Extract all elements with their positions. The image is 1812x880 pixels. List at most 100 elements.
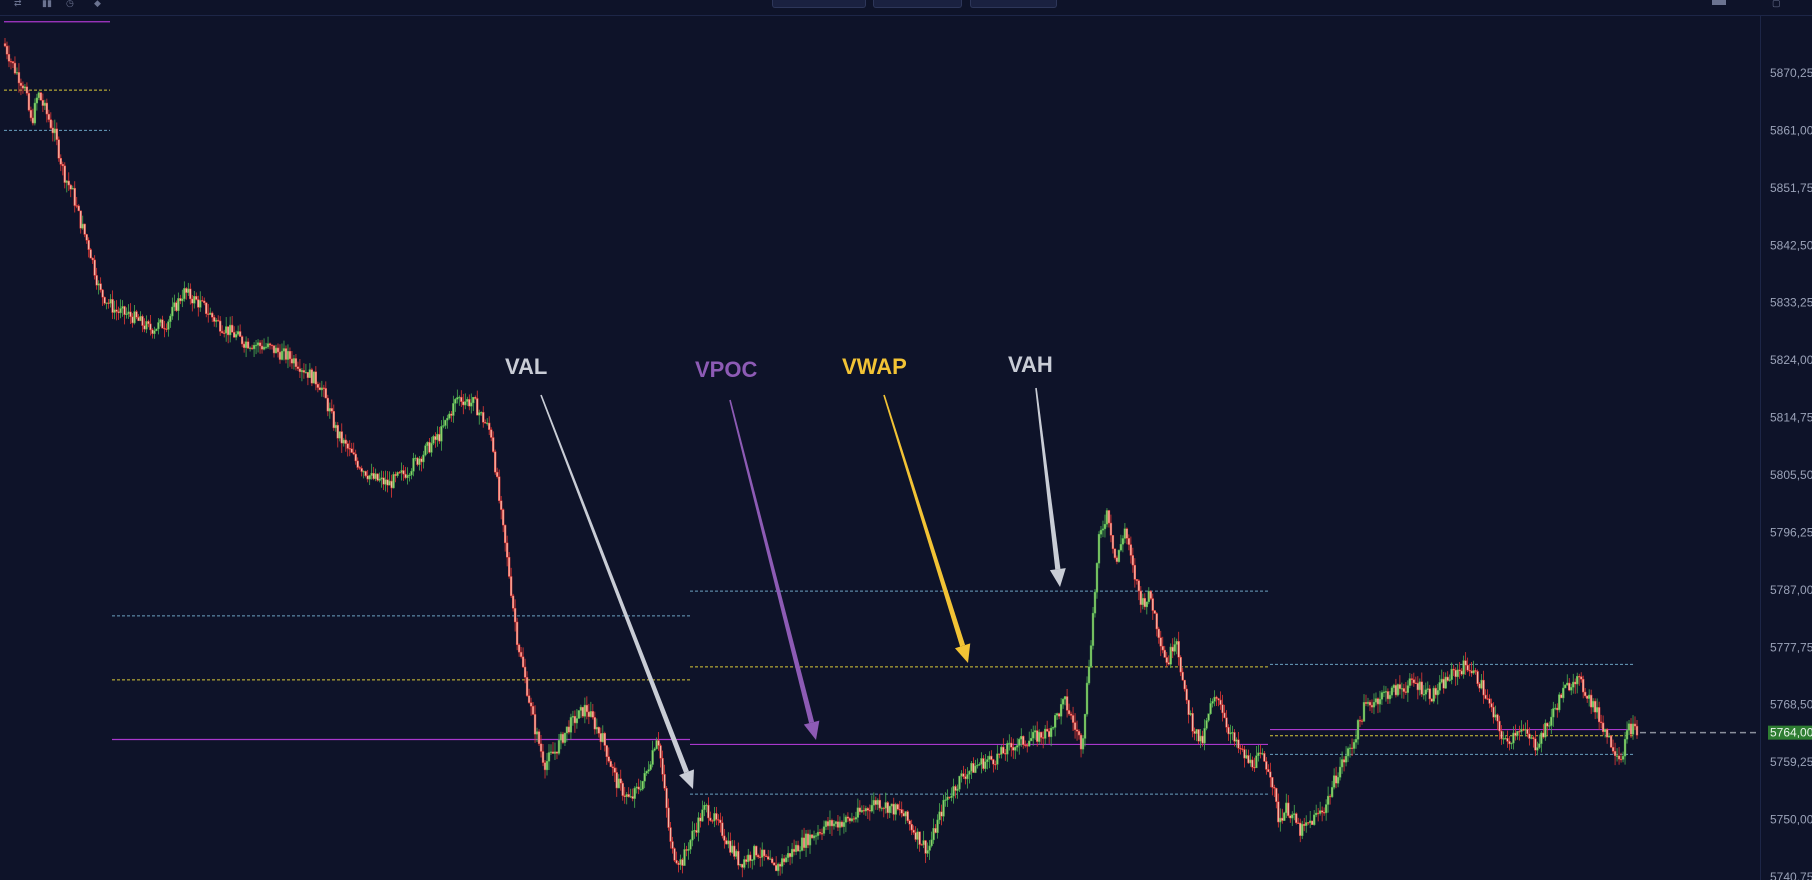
candle bbox=[203, 297, 206, 306]
candle bbox=[1307, 822, 1310, 826]
candle-body bbox=[1390, 687, 1394, 696]
candle bbox=[1442, 671, 1445, 694]
candle bbox=[159, 318, 162, 327]
candle-body bbox=[1135, 579, 1138, 581]
candle-body bbox=[1344, 755, 1348, 763]
candle-body bbox=[687, 849, 690, 851]
candle bbox=[1436, 683, 1439, 705]
candle-body bbox=[699, 817, 702, 822]
candle bbox=[326, 394, 329, 417]
candle bbox=[1528, 727, 1531, 746]
candle bbox=[1183, 679, 1186, 692]
candle-body bbox=[523, 666, 527, 678]
candle bbox=[992, 758, 995, 773]
candle-body bbox=[1354, 739, 1358, 743]
candle bbox=[1611, 739, 1615, 754]
maximize-icon[interactable]: ▢ bbox=[1772, 0, 1781, 8]
candle bbox=[444, 419, 447, 429]
candle-body bbox=[816, 831, 820, 836]
candle bbox=[549, 744, 553, 755]
candle bbox=[1008, 734, 1011, 751]
candle bbox=[1293, 804, 1296, 821]
chart-type-select[interactable] bbox=[970, 0, 1057, 8]
timeframe-select[interactable] bbox=[873, 0, 962, 8]
candle-body bbox=[914, 832, 917, 840]
candle-body bbox=[199, 300, 202, 308]
candle bbox=[1093, 588, 1097, 618]
candle-body bbox=[1588, 694, 1591, 699]
candle bbox=[659, 743, 662, 768]
candle-body bbox=[1416, 682, 1419, 691]
candle bbox=[842, 813, 846, 834]
candle-body bbox=[23, 86, 27, 89]
candle-body bbox=[765, 855, 768, 858]
candle bbox=[438, 426, 441, 444]
candle bbox=[555, 751, 559, 760]
candle bbox=[784, 854, 788, 863]
candle bbox=[814, 833, 818, 845]
annotation-arrow-head bbox=[679, 769, 694, 789]
candle bbox=[197, 295, 200, 317]
candle bbox=[500, 495, 503, 520]
drop-icon[interactable]: ◆ bbox=[94, 0, 101, 8]
candle-body bbox=[1376, 698, 1380, 705]
candle bbox=[1010, 737, 1013, 757]
candle bbox=[713, 806, 716, 828]
bar-chart-icon[interactable]: ▮▮ bbox=[42, 0, 52, 8]
candle-body bbox=[1036, 730, 1039, 742]
candle-body bbox=[1259, 752, 1262, 754]
timer-icon[interactable]: ◷ bbox=[66, 0, 74, 8]
candle-body bbox=[338, 431, 341, 439]
swap-icon[interactable]: ⇄ bbox=[14, 0, 22, 8]
candle-body bbox=[394, 474, 397, 476]
candle bbox=[643, 767, 646, 789]
candle bbox=[242, 341, 246, 353]
candle bbox=[282, 340, 286, 361]
symbol-select[interactable] bbox=[772, 0, 866, 8]
candle bbox=[127, 304, 130, 319]
candle-body bbox=[1394, 684, 1398, 696]
candle bbox=[1348, 744, 1352, 758]
candle-body bbox=[1512, 732, 1515, 744]
candle bbox=[424, 443, 427, 457]
candle-body bbox=[1105, 510, 1109, 525]
candle bbox=[298, 358, 302, 378]
candle bbox=[1030, 728, 1033, 742]
candle-body bbox=[1223, 712, 1226, 719]
candle bbox=[366, 469, 369, 483]
y-tick-label: 5842,50 bbox=[1770, 238, 1812, 252]
candle-body bbox=[454, 399, 457, 404]
candle-body bbox=[723, 835, 726, 841]
candle bbox=[414, 454, 417, 462]
candle-body bbox=[47, 113, 50, 120]
candle bbox=[1576, 672, 1579, 694]
candle-body bbox=[1165, 657, 1168, 663]
candle bbox=[1095, 562, 1099, 599]
candle bbox=[1544, 719, 1547, 741]
candle-body bbox=[334, 424, 337, 429]
candle-body bbox=[1619, 758, 1623, 761]
price-chart[interactable]: VAL VPOC VWAP VAH 5870,255861,005851,755842… bbox=[0, 15, 1812, 880]
candle-body bbox=[328, 408, 331, 412]
candle-body bbox=[1617, 755, 1621, 760]
candle-body bbox=[294, 358, 298, 367]
candle bbox=[882, 806, 885, 818]
candle bbox=[836, 814, 840, 831]
candle bbox=[719, 812, 722, 833]
candle bbox=[1390, 685, 1394, 699]
screenshot-icon[interactable] bbox=[1712, 0, 1726, 5]
candle-body bbox=[211, 312, 214, 318]
candle-body bbox=[1408, 678, 1411, 686]
candle bbox=[1085, 676, 1089, 717]
candle-body bbox=[575, 718, 579, 724]
candle-body bbox=[992, 759, 995, 765]
candle bbox=[1354, 730, 1358, 749]
candle-body bbox=[320, 387, 323, 391]
candle bbox=[474, 395, 477, 400]
candle-body bbox=[1364, 702, 1368, 704]
candle bbox=[1077, 729, 1081, 740]
candle-body bbox=[1006, 743, 1009, 755]
candle bbox=[832, 819, 836, 830]
y-tick-label: 5796,25 bbox=[1770, 525, 1812, 539]
candle-body bbox=[1237, 739, 1240, 749]
